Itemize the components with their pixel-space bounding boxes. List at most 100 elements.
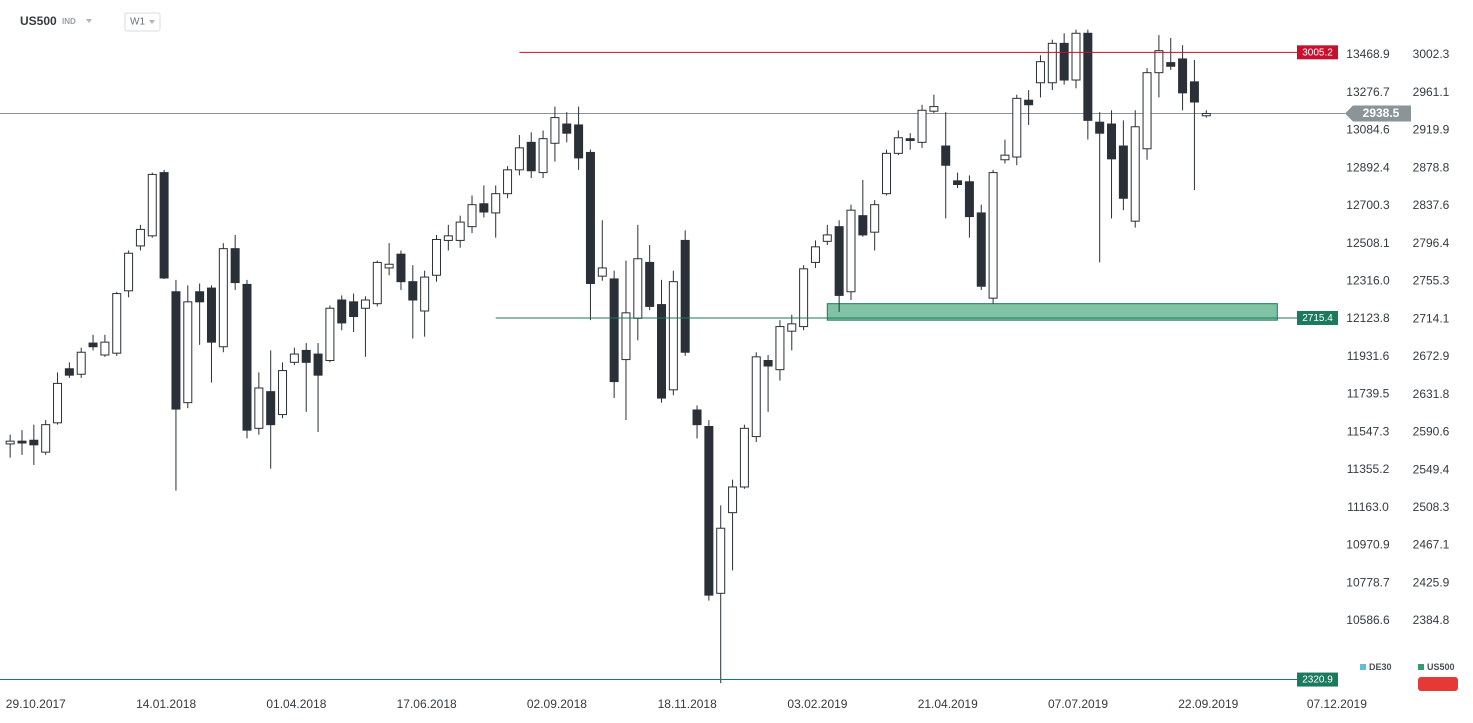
y2-tick-label: 11163.0: [1347, 500, 1389, 514]
candle-body: [467, 204, 477, 228]
candle-body: [1035, 61, 1045, 84]
y-tick-label: 2961.1: [1413, 85, 1450, 99]
y2-tick-label: 12700.3: [1346, 198, 1390, 212]
level-tag: [1297, 45, 1338, 60]
candle-body: [171, 291, 181, 410]
interval-box[interactable]: [124, 12, 161, 32]
y2-tick-label: 11547.3: [1347, 424, 1390, 438]
candle-body: [455, 221, 465, 241]
candle-body: [893, 137, 903, 154]
candle-body: [503, 169, 513, 195]
candle-body: [657, 304, 667, 399]
candle-body: [1024, 99, 1034, 106]
dropdown-arrow[interactable]: [149, 20, 155, 24]
candle-body: [1071, 32, 1081, 81]
candle-body: [810, 246, 820, 263]
y2-tick-label: 12316.0: [1346, 274, 1390, 288]
candle-body: [929, 106, 939, 112]
candle-body: [621, 312, 631, 361]
candle-body: [763, 359, 773, 367]
candle-body: [882, 152, 892, 195]
candle-body: [17, 440, 27, 444]
candle-body: [1047, 42, 1057, 84]
candle-body: [787, 323, 797, 332]
interval: W1: [130, 17, 145, 28]
candle-body: [1189, 81, 1199, 103]
candle-body: [953, 180, 963, 186]
candle-body: [41, 424, 51, 453]
candle-body: [858, 215, 868, 236]
y-tick-label: 2919.9: [1413, 123, 1450, 137]
candle-body: [218, 248, 228, 348]
candle-body: [1130, 126, 1140, 222]
candle-body: [905, 138, 915, 142]
candle-body: [822, 234, 832, 242]
y-tick-label: 2384.8: [1413, 613, 1450, 627]
candle-body: [88, 342, 98, 348]
level-label: 2715.4: [1302, 313, 1333, 324]
candle-body: [301, 349, 311, 363]
legend-label: US500: [1427, 662, 1455, 672]
candle-body: [799, 268, 809, 328]
y-tick-label: 2755.3: [1413, 274, 1450, 288]
legend-swatch: [1360, 664, 1366, 670]
candle-body: [514, 147, 524, 171]
x-tick-label: 07.12.2019: [1307, 697, 1367, 711]
candle-body: [609, 278, 619, 383]
candle-body: [100, 341, 110, 356]
x-tick-label: 21.04.2019: [918, 697, 978, 711]
y2-tick-label: 12508.1: [1346, 236, 1390, 250]
y-tick-label: 2714.1: [1413, 311, 1450, 325]
candle-body: [680, 239, 690, 353]
candle-body: [988, 172, 998, 299]
y-tick-label: 2549.4: [1413, 462, 1450, 476]
candle-body: [360, 299, 370, 309]
candle-body: [846, 209, 856, 293]
x-tick-label: 18.11.2018: [658, 697, 717, 711]
candle-body: [313, 353, 323, 376]
candle-body: [633, 258, 643, 319]
candle-body: [195, 291, 205, 303]
candle-body: [159, 172, 169, 279]
candle-body: [289, 353, 299, 363]
y2-tick-label: 11355.2: [1347, 462, 1390, 476]
candle-body: [183, 301, 193, 404]
candle-body: [349, 301, 359, 317]
legend-item[interactable]: DE30: [1360, 662, 1392, 672]
candle-body: [112, 293, 122, 354]
dropdown-arrow[interactable]: [86, 19, 92, 23]
candle-body: [550, 117, 560, 144]
support-zone: [826, 303, 1278, 321]
x-tick-label: 07.07.2019: [1048, 697, 1108, 711]
legend-item[interactable]: US500: [1418, 662, 1455, 672]
y2-tick-label: 10970.9: [1346, 538, 1390, 552]
candle-body: [372, 261, 382, 305]
candle-body: [53, 382, 63, 424]
level-tag: [1297, 310, 1338, 325]
candle-body: [562, 123, 572, 134]
candle-body: [64, 368, 74, 376]
candle-body: [526, 141, 536, 172]
candle-body: [266, 391, 276, 426]
candle-body: [976, 212, 986, 287]
y-tick-label: 2672.9: [1413, 349, 1450, 363]
symbol[interactable]: US500: [20, 14, 57, 28]
y2-tick-label: 12892.4: [1346, 160, 1390, 174]
action-button[interactable]: [1418, 677, 1458, 691]
candle-body: [431, 239, 441, 276]
y2-tick-label: 11931.6: [1347, 349, 1390, 363]
candle-body: [1118, 145, 1128, 199]
candle-body: [597, 267, 607, 277]
candle-body: [645, 261, 655, 307]
candle-body: [1142, 72, 1152, 150]
candle-body: [1154, 50, 1164, 74]
y-tick-label: 2796.4: [1413, 236, 1450, 250]
candle-body: [964, 181, 974, 218]
y-tick-label: 3002.3: [1413, 47, 1450, 61]
y-tick-label: 2837.6: [1413, 198, 1450, 212]
y2-tick-label: 11739.5: [1347, 387, 1390, 401]
candle-body: [538, 138, 548, 174]
candle-body: [751, 356, 761, 438]
